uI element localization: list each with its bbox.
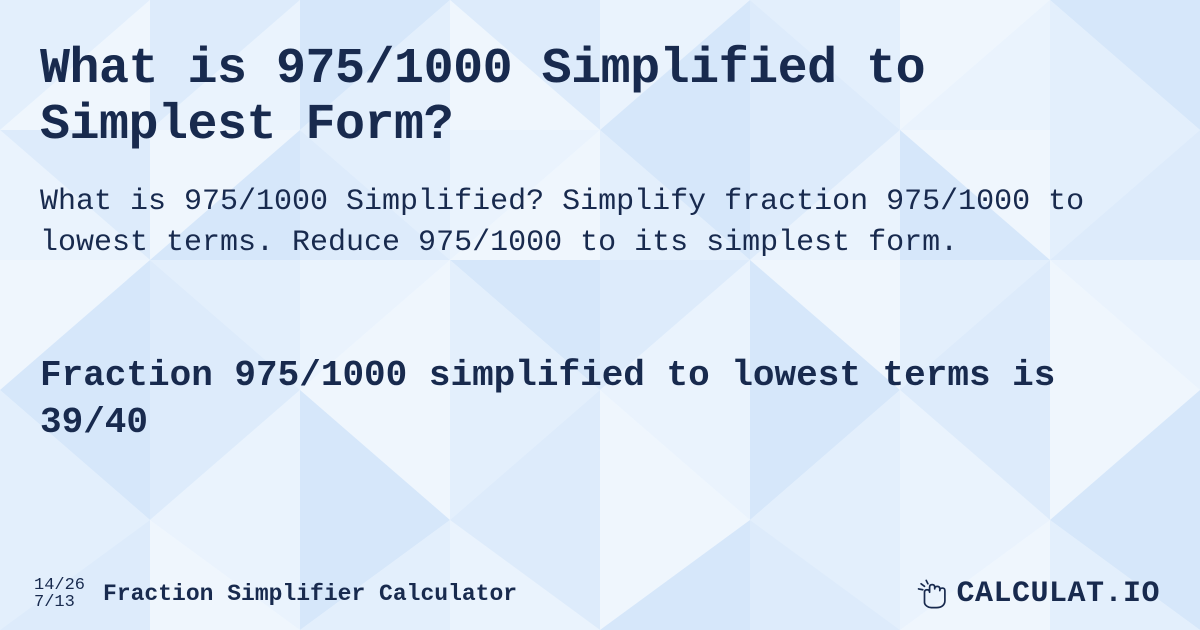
- brand-hand-icon: [916, 577, 950, 611]
- fraction-logo-bottom: 7/13: [34, 594, 75, 611]
- brand-name: CALCULAT.IO: [956, 577, 1160, 611]
- fraction-logo-icon: 14/26 7/13: [34, 577, 85, 611]
- footer: 14/26 7/13 Fraction Simplifier Calculato…: [0, 558, 1200, 630]
- page-title: What is 975/1000 Simplified to Simplest …: [40, 42, 1160, 154]
- main-content: What is 975/1000 Simplified to Simplest …: [0, 0, 1200, 630]
- footer-left: 14/26 7/13 Fraction Simplifier Calculato…: [34, 577, 517, 611]
- fraction-logo-top: 14/26: [34, 577, 85, 594]
- tool-name: Fraction Simplifier Calculator: [103, 581, 517, 607]
- result-heading: Fraction 975/1000 simplified to lowest t…: [40, 353, 1160, 447]
- page-description: What is 975/1000 Simplified? Simplify fr…: [40, 182, 1160, 263]
- brand: CALCULAT.IO: [916, 577, 1160, 611]
